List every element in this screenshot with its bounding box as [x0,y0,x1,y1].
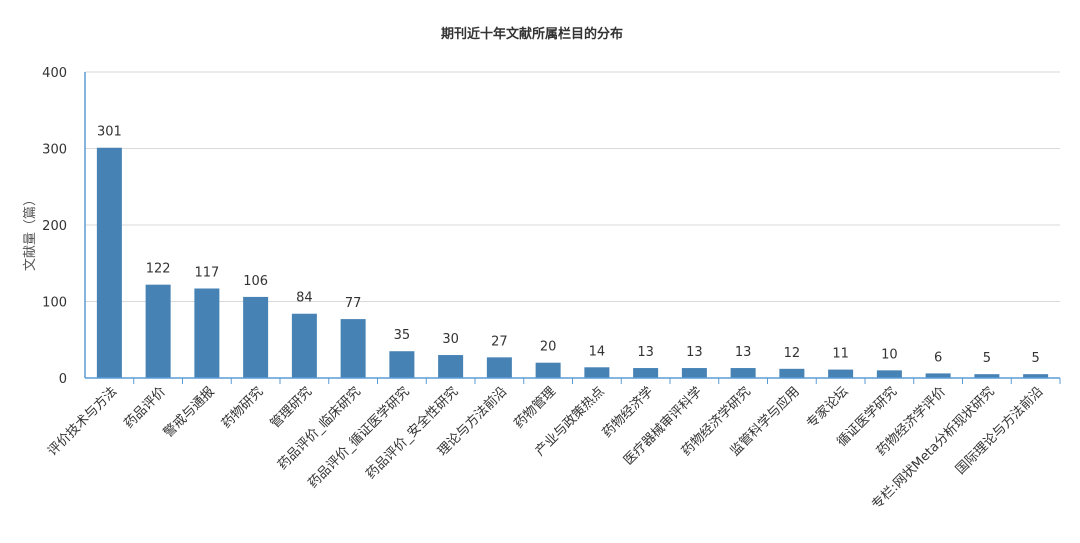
data-label: 11 [832,347,849,362]
x-tick-label: 药物管理 [512,384,559,431]
bars [96,147,1049,378]
data-label: 5 [983,351,991,366]
data-label: 6 [934,350,942,365]
bar [243,296,269,378]
data-label: 122 [146,262,171,277]
bar [876,370,902,378]
data-label: 301 [97,125,122,140]
x-tick-label: 药物研究 [219,384,266,431]
bar [974,374,1000,378]
y-tick-label: 300 [42,143,67,158]
y-axis-ticks: 0 100 200 300 400 [42,66,67,387]
data-label: 27 [491,334,508,349]
bar [730,368,756,378]
x-tick-label: 警戒与通报 [160,384,217,441]
bar [96,147,122,378]
bar [145,284,171,378]
bar [389,351,415,378]
data-label: 14 [589,344,606,359]
x-tick-label: 药品评价 [122,384,169,431]
bar [291,313,317,378]
data-label: 77 [345,296,362,311]
x-tick-label: 管理研究 [268,384,315,431]
data-label: 12 [784,346,801,361]
bar [681,368,707,378]
data-label: 13 [686,345,703,360]
data-label: 117 [194,265,219,280]
bar [779,368,805,378]
bar [340,319,366,378]
data-label: 13 [735,345,752,360]
y-tick-label: 400 [42,66,67,81]
data-label: 10 [881,347,898,362]
y-tick-label: 0 [59,372,67,387]
data-label: 20 [540,340,557,355]
y-tick-label: 100 [42,296,67,311]
data-label: 5 [1031,351,1039,366]
bar [828,369,854,378]
x-tick-label: 专家论坛 [803,384,851,432]
x-tick-label: 评价技术与方法 [45,384,121,460]
gridlines [85,71,1060,302]
data-label: 84 [296,291,313,306]
y-axis-label: 文献量（篇） [23,193,38,271]
bar [486,357,512,378]
data-label: 106 [243,274,268,289]
x-tick-label: 国际理论与方法前沿 [952,384,1046,478]
bar [584,367,610,378]
bar [1023,374,1049,378]
data-label: 30 [442,332,459,347]
bar [535,362,561,378]
y-tick-label: 200 [42,219,67,234]
bar [194,288,220,378]
bar [925,373,951,378]
data-label: 13 [637,345,654,360]
chart-title: 期刊近十年文献所属栏目的分布 [441,26,623,42]
bar [438,355,464,378]
data-label: 35 [394,328,411,343]
x-tick-label: 药品评价_安全性研究 [363,384,462,483]
bar [633,368,659,378]
x-tick-label: 药品评价_临床研究 [275,384,364,473]
